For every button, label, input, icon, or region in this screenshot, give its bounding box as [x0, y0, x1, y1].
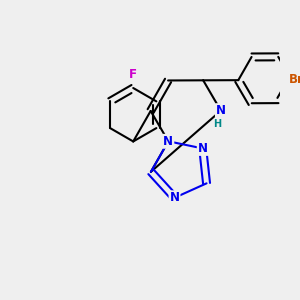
Text: F: F — [129, 68, 137, 81]
Text: N: N — [163, 135, 173, 148]
Text: H: H — [213, 119, 221, 129]
Text: N: N — [169, 191, 179, 204]
Text: Br: Br — [289, 74, 300, 86]
Text: N: N — [198, 142, 208, 155]
Text: N: N — [216, 104, 226, 117]
